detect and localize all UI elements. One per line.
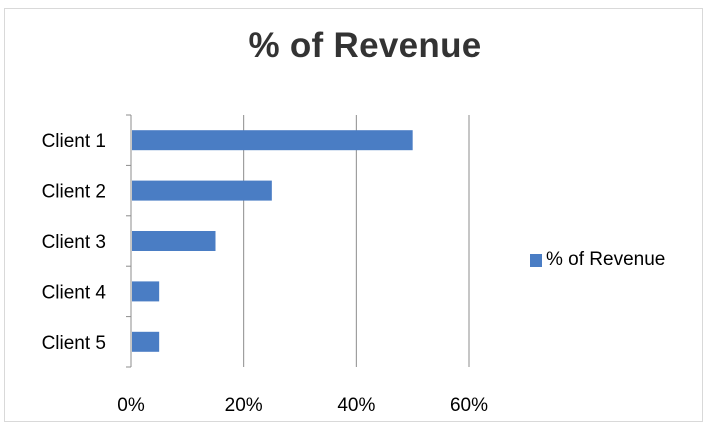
bar bbox=[132, 180, 272, 201]
x-tick-label: 40% bbox=[337, 395, 375, 416]
legend-label: % of Revenue bbox=[546, 249, 666, 270]
category-label: Client 1 bbox=[42, 131, 106, 152]
chart-frame bbox=[4, 8, 703, 422]
bar bbox=[132, 281, 160, 302]
legend: % of Revenue bbox=[530, 249, 665, 271]
category-label: Client 3 bbox=[42, 232, 106, 253]
category-label: Client 4 bbox=[42, 282, 107, 303]
bar bbox=[132, 231, 216, 251]
chart-title: % of Revenue bbox=[248, 26, 482, 65]
bar bbox=[132, 331, 160, 352]
legend-swatch bbox=[530, 253, 542, 267]
x-tick-label: 0% bbox=[117, 395, 145, 416]
bar bbox=[132, 130, 413, 151]
x-tick-label: 60% bbox=[450, 395, 488, 416]
category-label: Client 5 bbox=[42, 333, 106, 354]
x-tick-label: 20% bbox=[225, 395, 263, 416]
category-label: Client 2 bbox=[42, 182, 106, 203]
